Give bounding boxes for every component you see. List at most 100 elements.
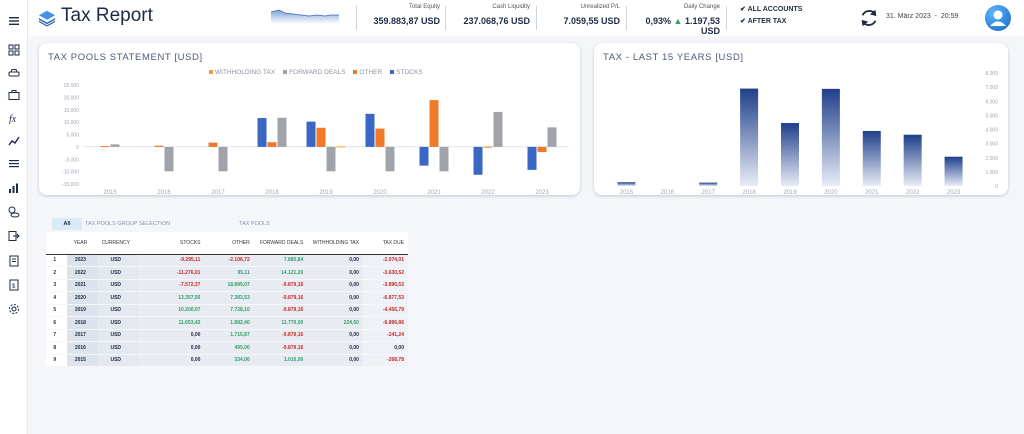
y-tick-label: 2.000 <box>985 156 998 162</box>
y-tick-label: 25.000 <box>64 83 80 89</box>
bar-other[interactable] <box>267 142 277 147</box>
tax-icon[interactable]: $ <box>7 278 21 292</box>
check-icon: ✔ <box>740 6 746 13</box>
cell-currency: USD <box>97 254 139 267</box>
bar-forward-deals[interactable] <box>326 146 336 172</box>
list-icon[interactable] <box>7 157 21 171</box>
bar-forward-deals[interactable] <box>385 146 395 172</box>
row-index: 8 <box>46 341 68 355</box>
table-header-forward-deals[interactable]: FORWARD DEALS <box>253 232 308 254</box>
exit-icon[interactable] <box>7 229 21 243</box>
bar-stocks[interactable] <box>306 121 316 147</box>
filter-all-accounts[interactable]: ✔ ALL ACCOUNTS <box>740 5 802 17</box>
bar-forward-deals[interactable] <box>439 146 449 172</box>
bar-other[interactable] <box>483 146 493 148</box>
table-row[interactable]: 3 2021 USD -7.572,37 18.899,07 -9.879,16 0,00-… <box>46 279 408 292</box>
settings-icon[interactable] <box>7 302 21 316</box>
bar-stocks[interactable] <box>527 146 537 170</box>
table-header-currency[interactable]: CURRENCY <box>97 232 139 254</box>
tax-pools-group-selection[interactable]: TAX POOLS GROUP SELECTION <box>85 221 171 227</box>
table-row[interactable]: 1 2023 USD -9.295,11 -2.106,72 7.885,84 0,00 -2… <box>46 254 408 267</box>
tax-bar[interactable] <box>617 182 636 186</box>
legend-label: FORWARD DEALS <box>289 69 346 76</box>
filters: ✔ ALL ACCOUNTS ✔ AFTER TAX <box>740 5 802 29</box>
cell-value: -9.879,16 <box>253 304 308 317</box>
avatar[interactable] <box>985 5 1011 31</box>
table-row[interactable]: 8 2016 USD 0,00 495,00 -9.879,16 0,00 0,00 <box>46 341 408 355</box>
table-header-tax-due[interactable]: TAX DUE <box>362 232 408 254</box>
bar-other[interactable] <box>154 145 164 147</box>
y-tick-label: 0 <box>995 184 998 190</box>
bar-forward-deals[interactable] <box>164 146 174 172</box>
bar-other[interactable] <box>375 128 385 147</box>
function-icon[interactable]: fx <box>7 111 21 125</box>
y-tick-label: 20.000 <box>64 95 80 101</box>
daily-change-value: 1.197,53 USD <box>684 16 720 36</box>
document-icon[interactable] <box>7 254 21 268</box>
cell-value: 95,11 <box>204 266 254 280</box>
refresh-icon[interactable] <box>858 7 880 29</box>
bar-stocks[interactable] <box>473 146 483 175</box>
tax-bar[interactable] <box>903 134 922 186</box>
table-header-stocks[interactable]: STOCKS <box>138 232 205 254</box>
bar-other[interactable] <box>537 146 547 153</box>
bar-forward-deals[interactable] <box>218 146 228 172</box>
filter-after-tax[interactable]: ✔ AFTER TAX <box>740 17 802 29</box>
bar-other[interactable] <box>429 100 439 147</box>
chart-line-icon[interactable] <box>7 134 21 148</box>
equity-sparkline <box>271 9 339 24</box>
cell-value: -3.630,52 <box>362 266 408 280</box>
cell-value: 224,50 <box>307 316 363 330</box>
tax-bar[interactable] <box>862 130 881 186</box>
legend-item[interactable]: FORWARD DEALS <box>283 69 345 76</box>
y-tick-label: 7.000 <box>985 85 998 91</box>
cell-value: 1.882,40 <box>204 316 254 330</box>
menu-icon[interactable] <box>7 14 21 28</box>
legend-item[interactable]: WITHHOLDING TAX <box>209 69 275 76</box>
tax-pools-label: TAX POOLS <box>239 221 270 227</box>
y-tick-label: 10.000 <box>64 120 80 126</box>
cell-value: -268,78 <box>362 354 408 367</box>
table-header-other[interactable]: OTHER <box>204 232 254 254</box>
table-row[interactable]: 7 2017 USD 0,00 1.715,87 -9.879,16 0,00 -241,24 <box>46 329 408 342</box>
table-header-withholding-tax[interactable]: WITHHOLDING TAX <box>307 232 363 254</box>
bar-forward-deals[interactable] <box>493 111 503 147</box>
bar-stocks[interactable] <box>257 118 267 147</box>
bar-stocks[interactable] <box>419 146 429 166</box>
dashboard-icon[interactable] <box>7 43 21 57</box>
tax-pools-legend: WITHHOLDING TAX FORWARD DEALS OTHER STOCKS <box>209 69 423 76</box>
tax-bar[interactable] <box>821 88 840 186</box>
table-row[interactable]: 2 2022 USD -11.276,01 95,11 14.121,20 0,00 -3.6… <box>46 266 408 280</box>
bar-forward-deals[interactable] <box>277 117 287 147</box>
bar-forward-deals[interactable] <box>110 144 120 147</box>
kpi-label: Total Equity <box>408 4 440 10</box>
legend-item[interactable]: STOCKS <box>390 69 423 76</box>
tab-all[interactable]: All <box>52 218 82 230</box>
cell-value: 0,00 <box>307 329 363 342</box>
tax-bar[interactable] <box>699 182 718 186</box>
table-row[interactable]: 6 2018 USD 11.653,42 1.882,40 11.770,00 224,50… <box>46 316 408 330</box>
cell-year: 2020 <box>67 291 98 305</box>
tax-bar[interactable] <box>740 88 759 186</box>
table-row[interactable]: 4 2020 USD 13.357,56 7.383,53 -9.879,16 0,00 -6… <box>46 291 408 305</box>
tax-bar[interactable] <box>781 123 799 186</box>
table-row[interactable]: 5 2019 USD 10.200,07 7.728,10 -9.879,16 0,00 -4… <box>46 304 408 317</box>
bar-other[interactable] <box>100 146 110 148</box>
tax-history-title: TAX - LAST 15 YEARS [USD] <box>603 52 744 63</box>
bar-stocks[interactable] <box>365 113 375 147</box>
table-row[interactable]: 9 2015 USD 0,00 334,06 1.010,00 0,00 -268,78 <box>46 354 408 367</box>
bar-chart-icon[interactable] <box>7 181 21 195</box>
bar-withholding-tax[interactable] <box>336 146 346 148</box>
x-tick-label: 2017 <box>702 190 716 195</box>
coins-icon[interactable] <box>7 205 21 219</box>
car-icon[interactable] <box>7 66 21 80</box>
row-index: 1 <box>46 254 68 267</box>
briefcase-icon[interactable] <box>7 88 21 102</box>
tax-bar[interactable] <box>944 156 963 186</box>
cell-value: 0,00 <box>307 291 363 305</box>
bar-forward-deals[interactable] <box>547 127 557 147</box>
bar-other[interactable] <box>208 142 218 147</box>
bar-other[interactable] <box>316 127 326 147</box>
legend-item[interactable]: OTHER <box>353 69 382 76</box>
table-header-year[interactable]: YEAR <box>67 232 98 254</box>
